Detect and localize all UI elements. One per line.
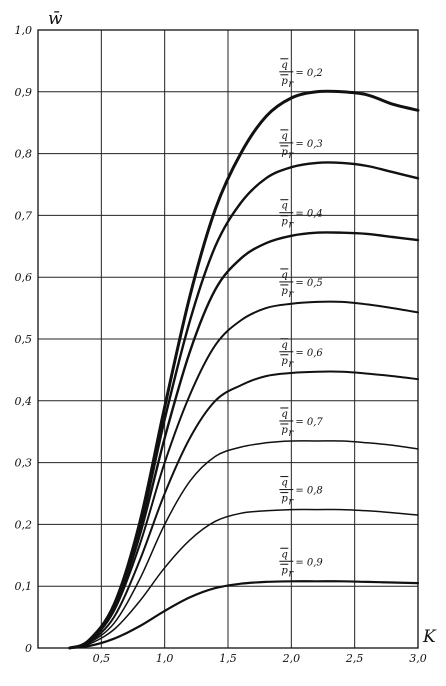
y-tick-label: 0,2 <box>15 518 33 531</box>
x-tick-label: 2,5 <box>345 652 364 665</box>
y-tick-label: 0,5 <box>15 333 33 346</box>
r-subscript: r <box>288 289 294 300</box>
value-label: = 0,2 <box>295 68 322 79</box>
value-label: = 0,7 <box>295 417 323 428</box>
p-symbol: p <box>281 425 288 436</box>
r-subscript: r <box>288 428 294 439</box>
q-symbol: q <box>281 201 287 212</box>
r-subscript: r <box>288 150 294 161</box>
series-line-3 <box>68 231 420 650</box>
y-tick-label: 0,3 <box>15 457 33 470</box>
x-tick-label: 0,5 <box>93 652 111 665</box>
series-line-1 <box>68 89 420 650</box>
q-symbol: q <box>281 549 287 560</box>
curves <box>68 89 420 650</box>
series-line-4 <box>68 300 419 649</box>
value-label: = 0,6 <box>295 348 323 359</box>
p-symbol: p <box>281 565 288 576</box>
x-tick-label: 2,0 <box>282 652 301 665</box>
x-axis-label: K <box>422 627 437 647</box>
curve-annotations: qp r= 0,2qp r= 0,3qp r= 0,4qp r= 0,5qp r= 0,6… <box>279 58 323 579</box>
series-line-5 <box>68 370 419 649</box>
y-tick-label: 0 <box>25 642 32 655</box>
series-line-6 <box>68 440 419 649</box>
value-label: = 0,9 <box>295 557 323 568</box>
x-tick-label: 1,5 <box>219 652 237 665</box>
r-subscript: r <box>288 359 294 370</box>
tick-labels: 0 0,1 0,2 0,3 0,4 0,5 0,6 0,7 0,8 0,9 1,0 0,5 1,0 1,5… <box>15 24 427 665</box>
series-line-8 <box>68 580 420 650</box>
q-symbol: q <box>281 131 287 142</box>
q-symbol: q <box>281 60 287 71</box>
p-symbol: p <box>281 356 288 367</box>
r-subscript: r <box>288 568 294 579</box>
y-tick-label: 0,4 <box>15 395 33 408</box>
curve-label: qp r= 0,9 <box>279 547 323 579</box>
y-tick-label: 0,6 <box>15 271 33 284</box>
value-label: = 0,5 <box>295 278 322 289</box>
x-tick-label: 1,0 <box>156 652 174 665</box>
curve-label: qp r= 0,3 <box>279 129 323 161</box>
r-subscript: r <box>288 79 294 90</box>
r-subscript: r <box>288 497 294 508</box>
q-symbol: q <box>281 409 287 420</box>
y-tick-label: 0,8 <box>15 148 33 161</box>
p-symbol: p <box>281 147 288 158</box>
y-axis-label: w̄ <box>48 9 63 29</box>
y-tick-label: 0,9 <box>15 86 33 99</box>
q-symbol: q <box>281 340 287 351</box>
q-symbol: q <box>281 270 287 281</box>
curve-label: qp r= 0,6 <box>279 338 323 370</box>
value-label: = 0,3 <box>295 139 322 150</box>
series-line-7 <box>68 508 419 649</box>
p-symbol: p <box>281 286 288 297</box>
p-symbol: p <box>281 76 288 87</box>
series-line-2 <box>68 161 420 650</box>
grid <box>38 29 419 649</box>
y-tick-label: 0,7 <box>15 209 33 222</box>
y-tick-label: 1,0 <box>15 24 33 37</box>
p-symbol: p <box>281 217 288 228</box>
curve-label: qp r= 0,2 <box>279 58 323 90</box>
curve-label: qp r= 0,4 <box>279 199 323 231</box>
p-symbol: p <box>281 494 288 505</box>
curve-label: qp r= 0,8 <box>279 476 323 508</box>
x-tick-label: 3,0 <box>409 652 427 665</box>
value-label: = 0,8 <box>295 486 322 497</box>
curve-label: qp r= 0,7 <box>279 407 323 439</box>
curve-label: qp r= 0,5 <box>279 268 323 300</box>
r-subscript: r <box>288 220 294 231</box>
q-symbol: q <box>281 478 287 489</box>
plot-frame <box>37 29 419 649</box>
y-tick-label: 0,1 <box>15 580 33 593</box>
value-label: = 0,4 <box>295 209 322 220</box>
